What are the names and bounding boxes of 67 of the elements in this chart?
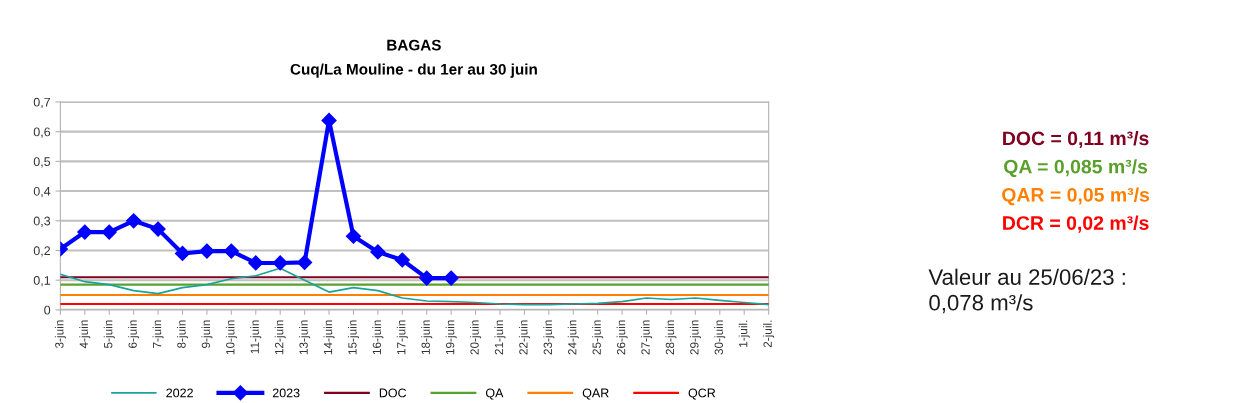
x-tick-label: 21-juin: [494, 320, 506, 355]
legend-label: 2022: [166, 388, 193, 398]
x-tick-label: 18-juin: [421, 320, 433, 355]
x-tick-label: 5-juin: [103, 320, 115, 349]
point: [126, 213, 142, 229]
point: [199, 243, 215, 259]
y-tick-label: 0,1: [33, 276, 51, 287]
x-tick-label: 4-juin: [79, 320, 91, 349]
chart-subtitle: Cuq/La Mouline - du 1er au 30 juin: [290, 63, 537, 78]
x-tick-label: 7-juin: [152, 320, 164, 348]
point: [345, 228, 362, 244]
text: QA = 0,085 m³/s: [1004, 159, 1148, 178]
legend-label: QA: [485, 388, 504, 400]
y-tick-label: 0,6: [33, 127, 51, 138]
point: [248, 255, 264, 271]
x-tick-label: 14-juin: [323, 320, 335, 355]
x-tick-label: 16-juin: [372, 320, 384, 355]
x-tick-label: 30-juin: [714, 320, 726, 355]
y-tick-label: 0,4: [33, 186, 51, 198]
text: DOC = 0,11 m³/s: [1003, 130, 1149, 149]
point: [101, 224, 117, 240]
point: [272, 255, 288, 271]
x-tick-label: 3-juin: [54, 320, 66, 349]
legend-label: 2023: [272, 388, 300, 398]
x-tick-label: 9-juin: [201, 320, 213, 348]
point: [443, 270, 459, 286]
x-tick-label: 2-juil.: [763, 320, 775, 348]
x-tick-label: 27-juin: [641, 320, 653, 355]
x-tick-label: 20-juin: [470, 320, 482, 355]
x-tick-label: 8-juin: [176, 320, 188, 348]
text: DCR = 0,02 m³/s: [1003, 215, 1149, 233]
point: [370, 244, 386, 260]
x-tick-label: 22-juin: [518, 320, 530, 355]
legend-label: QCR: [688, 388, 716, 400]
x-tick-label: 28-juin: [665, 320, 677, 355]
point: [419, 270, 435, 286]
x-tick-label: 13-juin: [299, 320, 311, 355]
point: [174, 245, 191, 262]
x-tick-label: 25-juin: [592, 320, 604, 355]
x-tick-label: 11-juin: [250, 320, 262, 354]
x-tick-label: 15-juin: [347, 320, 359, 355]
y-tick-label: 0,2: [33, 246, 51, 257]
point: [77, 224, 93, 240]
point: [150, 221, 166, 237]
x-tick-label: 12-juin: [274, 320, 286, 355]
legend-label: DOC: [379, 388, 407, 398]
text: QAR = 0,05 m³/s: [1002, 187, 1150, 206]
y-tick-label: 0,3: [33, 216, 51, 227]
point: [297, 254, 313, 270]
point: [321, 112, 337, 128]
x-tick-label: 19-juin: [445, 320, 457, 355]
y-tick-label: 0,7: [33, 97, 51, 109]
x-tick-label: 6-juin: [128, 320, 140, 348]
x-tick-label: 26-juin: [616, 320, 628, 355]
y-tick-label: 0: [44, 305, 51, 315]
point: [394, 252, 410, 268]
x-tick-label: 23-juin: [543, 320, 555, 355]
legend-label: QAR: [582, 388, 609, 400]
y-tick-label: 0,5: [33, 157, 51, 168]
x-tick-label: 29-juin: [689, 320, 701, 355]
x-tick-label: 10-juin: [225, 320, 237, 355]
chart-title: BAGAS: [387, 39, 441, 51]
x-tick-label: 24-juin: [567, 320, 579, 355]
x-tick-label: 17-juin: [396, 320, 408, 355]
point: [223, 243, 239, 259]
x-tick-label: 1-juil.: [738, 320, 750, 347]
text: Valeur au 25/06/23 : 0,078 m³/s: [928, 268, 1125, 314]
